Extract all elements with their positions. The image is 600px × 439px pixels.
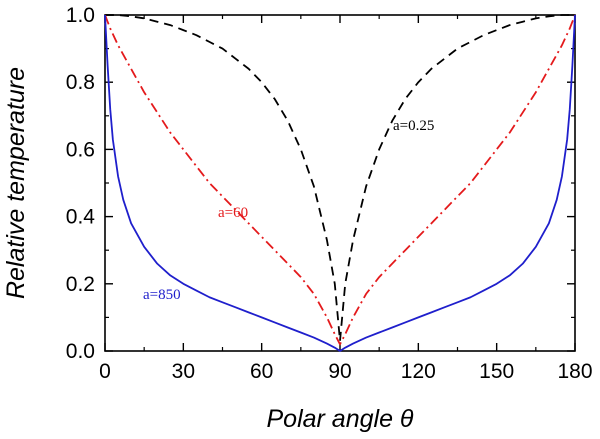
x-tick-label: 30 (172, 360, 195, 383)
series-line-a-0-25 (105, 14, 575, 342)
x-tick-label: 120 (401, 360, 436, 383)
x-tick-label: 90 (328, 360, 351, 383)
x-tick-labels: 0 30 60 90 120 150 180 (99, 360, 592, 383)
y-tick-label: 1.0 (66, 4, 95, 27)
y-tick-label: 0.6 (66, 138, 95, 161)
x-tick-label: 60 (250, 360, 273, 383)
series-label-a-0-25: a=0.25 (393, 118, 434, 134)
y-tick-label: 0.4 (66, 206, 96, 229)
series-line-a-850 (104, 14, 576, 352)
y-tick-label: 0.0 (66, 340, 95, 363)
series-line-a-60 (104, 14, 576, 346)
y-tick-labels: 0.0 0.2 0.4 0.6 0.8 1.0 (66, 4, 96, 363)
x-tick-label: 180 (557, 360, 592, 383)
y-axis-title: Relative temperature (2, 67, 30, 299)
y-tick-label: 0.2 (66, 273, 95, 296)
series-lines (104, 14, 576, 352)
x-tick-label: 0 (99, 360, 111, 383)
series-label-a-60: a=60 (218, 205, 248, 221)
x-tick-label: 150 (479, 360, 514, 383)
series-label-a-850: a=850 (143, 287, 181, 303)
y-tick-label: 0.8 (66, 71, 95, 94)
x-axis-title: Polar angle θ (267, 405, 414, 433)
